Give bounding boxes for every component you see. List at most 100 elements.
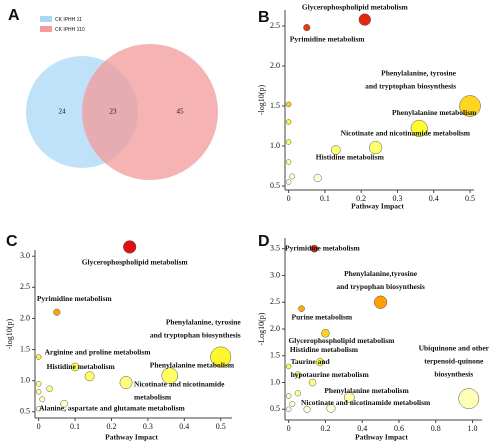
pathway-point xyxy=(285,406,292,413)
pathway-point xyxy=(35,405,42,412)
pathway-point xyxy=(285,159,292,165)
pathway-point xyxy=(330,145,341,155)
y-tick-label: 1.5 xyxy=(270,351,280,360)
y-tick-label: 1.0 xyxy=(20,375,30,384)
y-tick-label: 1.0 xyxy=(270,141,280,150)
pathway-point xyxy=(313,173,322,183)
y-tick-label: 2.5 xyxy=(270,21,280,30)
point-label: Glycerophospholipid metabolism xyxy=(302,2,409,11)
pathway-point xyxy=(298,305,305,312)
y-tick-label: 1.5 xyxy=(20,344,30,353)
pathway-point xyxy=(358,13,371,26)
pathway-point xyxy=(210,346,232,368)
y-axis-title: -Log10(p) xyxy=(257,312,266,345)
x-tick-label: 0 xyxy=(287,194,291,203)
legend-label: CK IPHH 110 xyxy=(55,27,85,33)
y-tick-label: 2.0 xyxy=(270,324,280,333)
point-label: Nicotinate and nicotinamide xyxy=(134,379,225,388)
venn-count: 45 xyxy=(177,108,185,116)
pathway-point xyxy=(373,295,388,309)
pathway-point xyxy=(326,403,336,413)
pathway-point xyxy=(60,399,68,408)
point-label: Phenylalanine metabolism xyxy=(150,360,235,369)
x-tick-label: 0.2 xyxy=(106,422,116,431)
pathway-point xyxy=(53,308,61,316)
panel-label: B xyxy=(258,9,270,26)
legend-swatch xyxy=(40,16,52,22)
point-label: and tryptophan biosynthesis xyxy=(365,82,456,91)
point-label: Glycerophospholipid metabolism xyxy=(82,258,189,267)
point-label: biosynthesis xyxy=(434,369,473,378)
x-tick-label: 0.4 xyxy=(357,424,367,433)
pathway-point xyxy=(289,173,296,180)
pathway-point xyxy=(285,363,292,370)
venn-count: 23 xyxy=(110,108,118,116)
panel-label: A xyxy=(8,7,20,24)
pathway-point xyxy=(84,371,95,382)
x-axis-title: Pathway Impact xyxy=(355,433,408,442)
point-label: Ubiquinone and other xyxy=(419,343,490,352)
pathway-point xyxy=(458,388,480,409)
pathway-point xyxy=(285,179,292,185)
x-tick-label: 0.4 xyxy=(179,422,189,431)
x-tick-label: 0.4 xyxy=(429,194,439,203)
x-tick-label: 0.3 xyxy=(143,422,153,431)
pathway-point xyxy=(70,362,80,372)
x-tick-label: 0.3 xyxy=(392,194,402,203)
point-label: and tryptophan biosynthesis xyxy=(150,331,241,340)
point-label: Histidine metabolism xyxy=(290,345,359,354)
y-tick-label: 3.5 xyxy=(270,244,280,253)
x-tick-label: 1.0 xyxy=(467,424,477,433)
pathway-point xyxy=(289,401,296,407)
point-label: Pyrimidine metabolism xyxy=(37,294,113,303)
y-tick-label: 2.0 xyxy=(20,313,30,322)
venn-set xyxy=(82,44,218,180)
x-tick-label: 0.2 xyxy=(320,424,330,433)
pathway-point xyxy=(35,354,42,360)
y-tick-label: 3.0 xyxy=(20,251,30,260)
x-tick-label: 0.8 xyxy=(431,424,441,433)
point-label: terpenoid-quinone xyxy=(424,356,484,365)
y-tick-label: 1.5 xyxy=(270,101,280,110)
pathway-point xyxy=(119,376,133,389)
x-tick-label: 0.5 xyxy=(465,194,475,203)
y-axis-title: -log10(p) xyxy=(257,85,266,116)
y-axis-title: -log10(p) xyxy=(5,319,14,350)
point-label: Phenylalanine,tyrosine xyxy=(344,269,418,278)
pathway-point xyxy=(285,101,292,108)
point-label: Nicotinate and nicotinamide metabolism xyxy=(301,398,431,407)
x-tick-label: 0 xyxy=(37,422,41,431)
y-tick-label: 0.5 xyxy=(270,181,280,190)
pathway-point xyxy=(285,119,292,125)
pathway-point xyxy=(303,24,311,32)
y-tick-label: 1.0 xyxy=(270,377,280,386)
point-label: Phenylalanine, tyrosine xyxy=(166,318,242,327)
pathway-point xyxy=(294,390,302,397)
point-label: Histidine metabolism xyxy=(47,362,116,371)
point-label: and trypophan biosynthesis xyxy=(336,282,424,291)
pathway-point xyxy=(321,328,330,338)
pathway-point xyxy=(369,141,383,155)
x-tick-label: 0.2 xyxy=(356,194,366,203)
y-tick-label: 2.5 xyxy=(270,297,280,306)
y-tick-label: 0.5 xyxy=(270,404,280,413)
legend-swatch xyxy=(40,26,52,32)
pathway-point xyxy=(35,389,42,395)
x-axis-title: Pathway Impact xyxy=(351,202,404,211)
point-label: Nicotinate and nicotinamide metabolism xyxy=(341,128,471,137)
point-label: Purine metabolism xyxy=(292,312,353,321)
legend-label: CK IPHH 11 xyxy=(55,17,82,23)
pathway-point xyxy=(161,367,179,384)
pathway-point xyxy=(410,119,428,137)
panel-label: C xyxy=(6,233,18,250)
x-tick-label: 0.5 xyxy=(216,422,226,431)
y-tick-label: 3.0 xyxy=(270,270,280,279)
pathway-point xyxy=(123,240,137,254)
x-tick-label: 0.1 xyxy=(70,422,80,431)
pathway-point xyxy=(303,405,311,413)
venn-count: 24 xyxy=(59,108,67,116)
pathway-point xyxy=(459,95,481,117)
point-label: Phenylalanine metabolism xyxy=(392,108,477,117)
point-label: Histidine metabolism xyxy=(316,153,385,162)
